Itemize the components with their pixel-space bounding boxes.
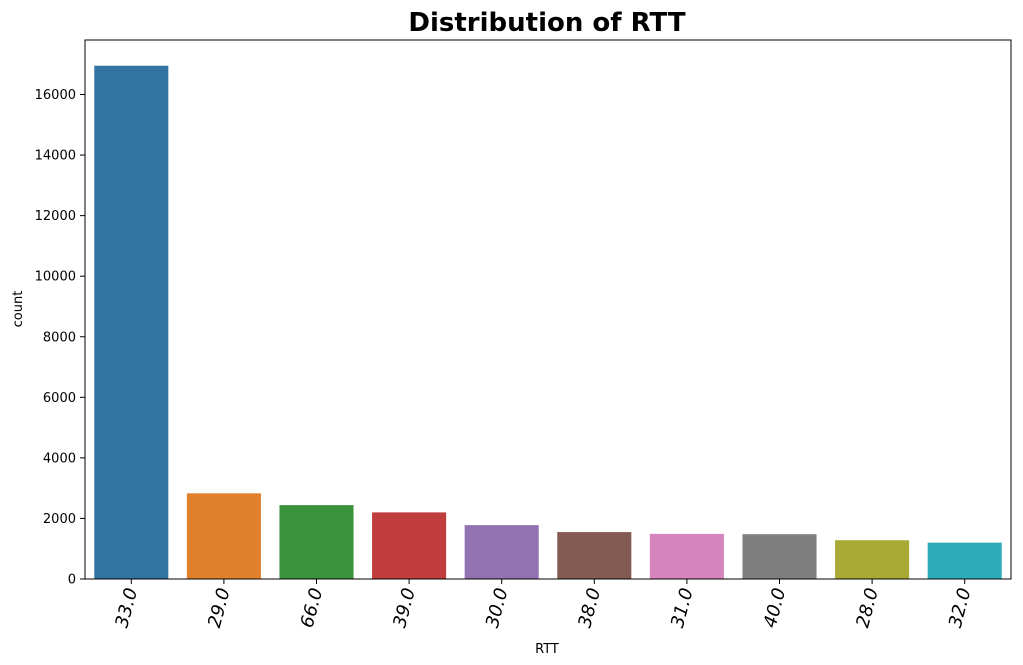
x-tick-label: 31.0 xyxy=(667,586,698,630)
bars-group xyxy=(94,65,1002,580)
bar-33.0 xyxy=(94,65,169,580)
bar-30.0 xyxy=(464,525,539,579)
y-tick-label: 8000 xyxy=(43,330,76,345)
x-tick-label: 29.0 xyxy=(204,586,235,630)
y-tick-label: 16000 xyxy=(35,88,76,103)
y-tick-label: 4000 xyxy=(43,451,76,466)
y-tick-label: 6000 xyxy=(43,391,76,406)
x-axis: 33.0 29.0 66.0 39.0 30.0 38.0 31.0 40.0 28.0 32.0 xyxy=(111,579,976,630)
y-tick-label: 14000 xyxy=(35,149,76,164)
bar-66.0 xyxy=(279,505,354,579)
bar-32.0 xyxy=(927,542,1002,579)
x-tick-label: 40.0 xyxy=(760,586,791,630)
bar-38.0 xyxy=(557,532,632,579)
x-tick-label: 33.0 xyxy=(111,586,142,630)
y-tick-label: 10000 xyxy=(35,270,76,285)
x-tick-label: 39.0 xyxy=(389,586,420,630)
bar-29.0 xyxy=(186,493,261,579)
bar-28.0 xyxy=(835,540,910,579)
x-axis-label: RTT xyxy=(535,642,559,657)
y-tick-label: 0 xyxy=(68,573,76,588)
y-tick-label: 12000 xyxy=(35,209,76,224)
x-tick-label: 38.0 xyxy=(574,586,605,630)
x-tick-label: 66.0 xyxy=(297,586,328,630)
bar-39.0 xyxy=(372,512,447,579)
x-tick-label: 32.0 xyxy=(945,586,976,630)
bar-40.0 xyxy=(742,534,817,579)
y-axis: 0 2000 4000 6000 8000 10000 12000 14000 16000 xyxy=(35,88,85,588)
y-axis-label: count xyxy=(11,291,26,328)
x-tick-label: 30.0 xyxy=(482,586,513,630)
y-tick-label: 2000 xyxy=(43,512,76,527)
bar-31.0 xyxy=(649,533,724,579)
chart-title: Distribution of RTT xyxy=(408,8,685,38)
x-tick-label: 28.0 xyxy=(852,586,883,630)
plot-frame xyxy=(84,39,1012,580)
